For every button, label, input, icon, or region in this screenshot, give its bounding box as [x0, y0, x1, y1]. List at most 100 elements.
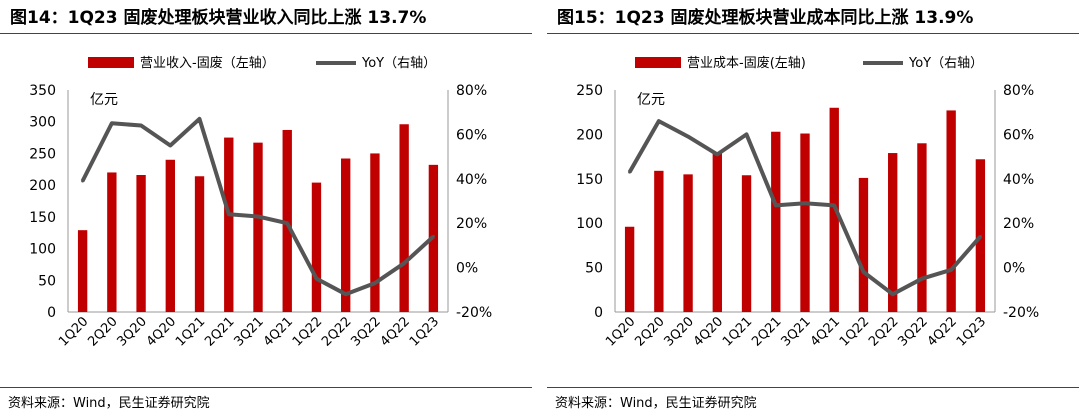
- yoy-point: [920, 277, 924, 281]
- bar: [771, 131, 781, 312]
- x-tick-label: 3Q21: [778, 314, 813, 349]
- legend-bar-label: 营业收入-固废（左轴）: [140, 55, 275, 71]
- legend-line-label: YoY（右轴）: [361, 56, 436, 71]
- unit-label: 亿元: [637, 92, 665, 108]
- chart-title: 图15：1Q23 固废处理板块营业成本同比上涨 13.9%: [557, 8, 974, 28]
- bar: [341, 158, 351, 312]
- source-note: 资料来源：Wind，民生证券研究院: [555, 396, 757, 411]
- cost-chart: 营业成本-固废(左轴) YoY（右轴） 亿元 0 50 100 150 200 250 -20% 0…: [576, 55, 1039, 350]
- left-axis-tick-label: 150: [576, 172, 603, 188]
- x-tick-label: 3Q22: [895, 314, 930, 349]
- legend-bar-swatch: [635, 57, 681, 68]
- right-axis-tick-label: 40%: [1003, 172, 1034, 188]
- x-tick-label: 1Q23: [954, 314, 989, 349]
- bar: [399, 124, 409, 312]
- chart-title: 图14：1Q23 固废处理板块营业收入同比上涨 13.7%: [10, 8, 427, 28]
- bar: [946, 110, 956, 312]
- yoy-point: [168, 144, 172, 147]
- left-axis-tick-label: 200: [29, 178, 56, 194]
- right-axis-tick-label: 60%: [456, 127, 487, 143]
- right-axis-tick-label: 80%: [1003, 83, 1034, 99]
- right-axis-tick-label: 40%: [456, 172, 487, 188]
- x-tick-label: 2Q22: [866, 314, 901, 349]
- left-axis-tick-label: 350: [29, 83, 56, 99]
- left-axis-tick-label: 250: [576, 83, 603, 99]
- yoy-point: [227, 212, 231, 216]
- x-tick-label: 2Q21: [749, 314, 784, 349]
- x-tick-label: 4Q21: [808, 314, 843, 349]
- x-tick-label: 3Q21: [231, 314, 266, 349]
- chart-panel-revenue: 图14：1Q23 固废处理板块营业收入同比上涨 13.7% 营业收入-固废（左轴…: [0, 0, 532, 415]
- x-tick-label: 2Q20: [85, 314, 120, 349]
- yoy-point: [832, 203, 836, 207]
- yoy-point: [285, 221, 289, 225]
- left-axis-tick-label: 0: [47, 305, 56, 321]
- x-tick-label: 3Q22: [348, 314, 383, 349]
- yoy-point: [803, 201, 807, 205]
- legend-bar-swatch: [88, 57, 134, 68]
- x-tick-label: 4Q20: [691, 314, 726, 349]
- bar: [136, 174, 146, 312]
- left-axis-tick-label: 50: [585, 261, 603, 277]
- yoy-point: [81, 179, 85, 183]
- bar: [917, 143, 927, 312]
- yoy-point: [110, 121, 114, 125]
- bar: [683, 174, 693, 312]
- yoy-point: [978, 235, 982, 239]
- bar: [194, 176, 205, 312]
- source-note: 资料来源：Wind，民生证券研究院: [8, 396, 210, 411]
- x-tick-label: 2Q21: [202, 314, 237, 349]
- x-tick-label: 1Q22: [837, 314, 872, 349]
- x-tick-label: 3Q20: [662, 314, 697, 349]
- yoy-point: [314, 277, 318, 281]
- bar: [311, 182, 322, 312]
- left-axis-tick-label: 0: [594, 305, 603, 321]
- x-tick-label: 2Q20: [632, 314, 667, 349]
- left-axis-tick-label: 50: [38, 273, 56, 289]
- yoy-point: [745, 132, 749, 136]
- yoy-point: [949, 268, 953, 272]
- x-tick-label: 1Q21: [720, 314, 755, 349]
- x-tick-label: 1Q21: [173, 314, 208, 349]
- yoy-point: [715, 152, 719, 156]
- x-tick-label: 2Q22: [319, 314, 354, 349]
- left-axis-tick-label: 150: [29, 210, 56, 226]
- right-axis-tick-label: -20%: [456, 305, 492, 321]
- bar: [224, 137, 234, 312]
- right-axis-tick-label: 0%: [1003, 261, 1025, 277]
- yoy-point: [344, 292, 348, 296]
- x-tick-label: 3Q20: [115, 314, 150, 349]
- x-tick-label: 1Q23: [407, 314, 442, 349]
- right-axis-tick-label: 20%: [1003, 216, 1034, 232]
- x-tick-label: 4Q20: [144, 314, 179, 349]
- yoy-point: [657, 119, 661, 123]
- title-divider: [0, 33, 532, 34]
- right-axis-tick-label: 80%: [456, 83, 487, 99]
- bar: [107, 172, 117, 312]
- yoy-point: [628, 170, 632, 174]
- left-axis-tick-label: 200: [576, 127, 603, 143]
- right-axis-tick-label: 60%: [1003, 127, 1034, 143]
- left-axis-tick-label: 300: [29, 115, 56, 131]
- source-divider: [0, 387, 532, 388]
- yoy-point: [139, 124, 143, 128]
- yoy-point: [891, 292, 895, 296]
- yoy-point: [373, 281, 377, 285]
- source-divider: [547, 387, 1079, 388]
- bar: [800, 133, 810, 312]
- bar: [77, 230, 88, 312]
- bar: [370, 153, 380, 312]
- x-tick-label: 4Q21: [261, 314, 296, 349]
- bar: [165, 159, 175, 312]
- yoy-point: [402, 261, 406, 265]
- left-axis-tick-label: 250: [29, 146, 56, 162]
- x-tick-label: 1Q20: [603, 314, 638, 349]
- x-tick-label: 4Q22: [925, 314, 960, 349]
- yoy-point: [861, 270, 865, 274]
- x-tick-label: 1Q22: [290, 314, 325, 349]
- right-axis-tick-label: -20%: [1003, 305, 1039, 321]
- revenue-chart: 营业收入-固废（左轴） YoY（右轴） 亿元 0 50 100 150 200 250 300 35…: [29, 55, 492, 350]
- left-axis-tick-label: 100: [576, 216, 603, 232]
- unit-label: 亿元: [90, 92, 118, 108]
- right-axis-tick-label: 0%: [456, 261, 478, 277]
